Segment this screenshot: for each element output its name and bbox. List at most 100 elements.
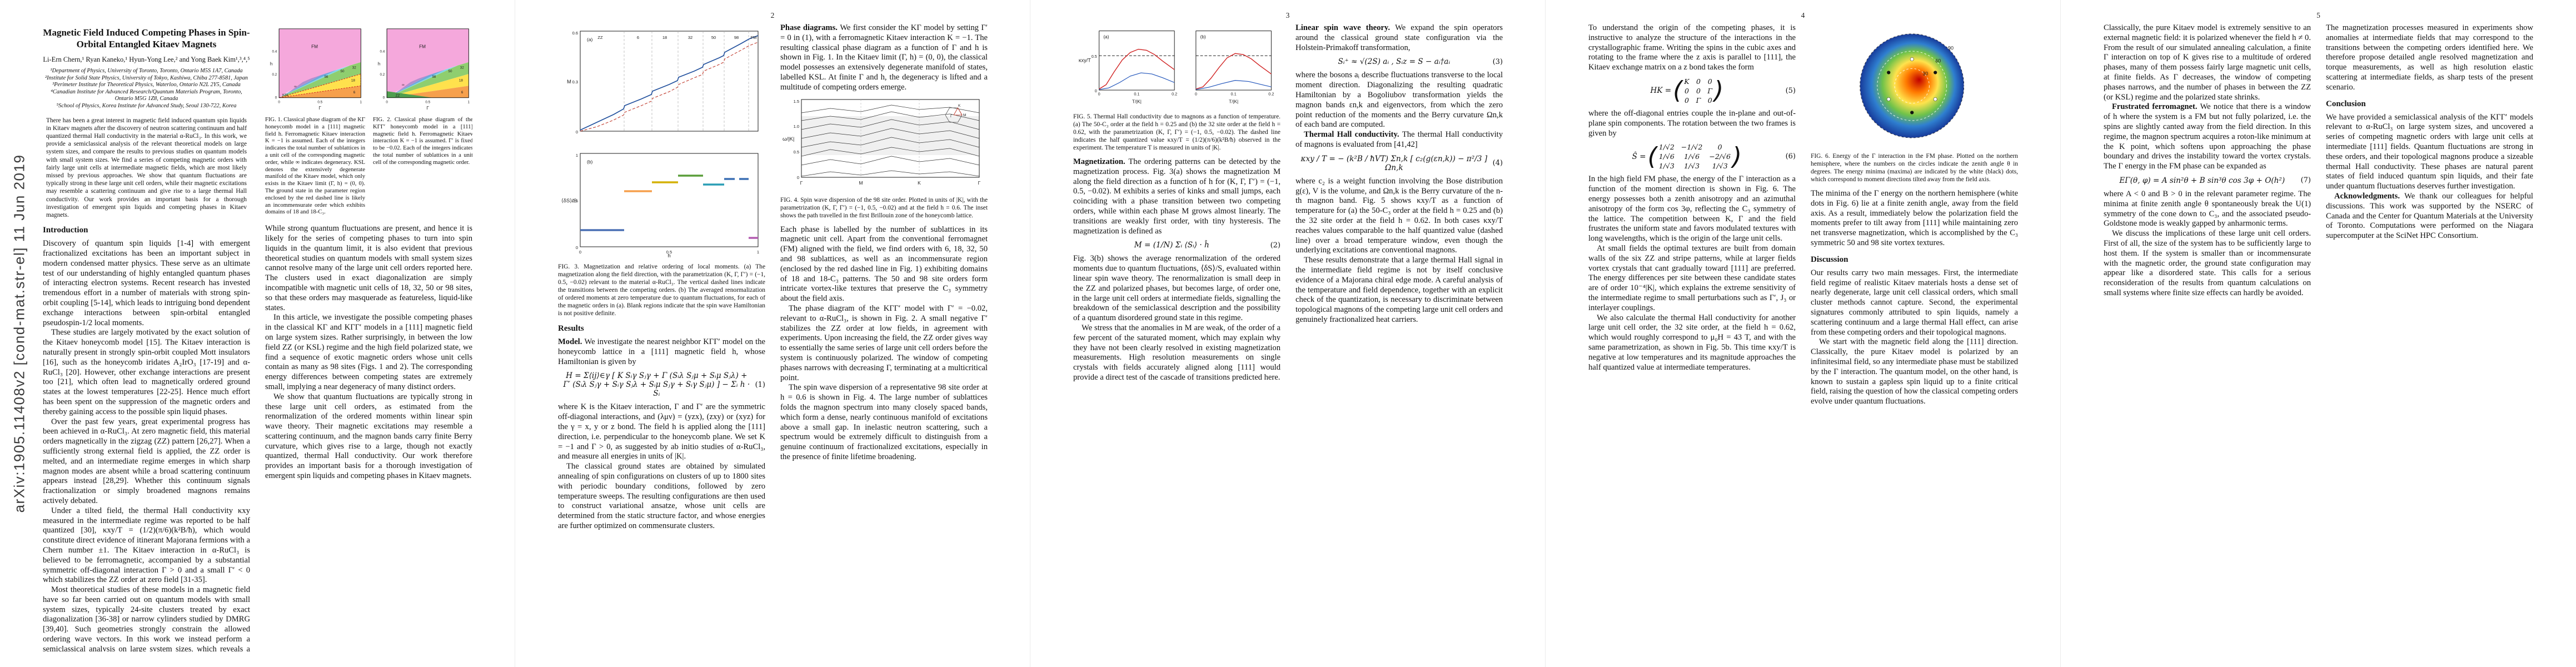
page3-left-column: (a) (b) 0 0.5 κxy/T 0 0.1 0.2 0 0.1 0.2 … <box>1073 23 1280 651</box>
page-number: 3 <box>1285 11 1290 19</box>
equation-3: Sᵢ⁺ ≈ √(2S) aᵢ , Sᵢz = S − aᵢ†aᵢ (3) <box>1296 57 1503 66</box>
page-number: 5 <box>2316 11 2320 19</box>
figure-4-image: Γ M K Γ M K Γ 0 0.5 1.0 1.5 ω/|K| <box>780 94 988 194</box>
paragraph: Classically, the pure Kitaev model is ex… <box>2104 23 2311 102</box>
ya-tick-0: 0 <box>576 130 578 135</box>
equation-number: (2) <box>1270 241 1280 250</box>
y-tick-05: 0.5 <box>1092 54 1097 59</box>
paragraph: Phase diagrams. We first consider the KΓ … <box>780 23 988 93</box>
y-axis-label: h <box>378 62 381 67</box>
region-label-32: 32 <box>352 66 356 69</box>
yb-tick-0: 0 <box>576 245 578 250</box>
paragraph-text: The magnetization processes measured in … <box>2326 23 2533 92</box>
page4-left-column: To understand the origin of the competin… <box>1588 23 1796 651</box>
inset-k: K <box>958 104 961 108</box>
y-tick-0: 0 <box>275 96 277 100</box>
paragraph-text: The spin wave dispersion of a representa… <box>780 383 988 461</box>
yb-tick-1: 1 <box>576 153 578 158</box>
equation-4: κxy / T = − (k²B / ħVT) Σn,k [ c₂(g(εn,k… <box>1296 155 1503 172</box>
region-label-zz: ZZ <box>396 94 400 98</box>
left-paren: ( <box>1673 76 1683 105</box>
ring-label-30: 30 <box>1922 71 1928 76</box>
paragraph-text: Discovery of quantum spin liquids [1-4] … <box>43 239 250 327</box>
page1-right-column: FM ∞ 98 50 32 18 6 KSL 0 0.5 1 0 <box>265 23 472 651</box>
page4-right-column: 30 60 90 FIG. 6. Energy of the Γ interac… <box>1811 23 2018 651</box>
page2-left-column: (a) ZZ 6 18 32 50 98 FM 0 0.3 0.6 M <box>558 23 765 651</box>
figure-2-image: FM ZZ ∞ 98 50 32 18 6 0 0.5 1 0 <box>373 24 472 115</box>
page-2: 2 (a) ZZ 6 18 32 50 <box>515 0 1030 667</box>
matrix-cell: 1/√2 <box>1658 143 1675 152</box>
equation-body: κxy / T = − (k²B / ħVT) Σn,k [ c₂(g(εn,k… <box>1301 154 1488 172</box>
phase-18: 18 <box>662 35 667 40</box>
paragraph: where the bosons aᵢ describe fluctuation… <box>1296 71 1503 130</box>
y-tick-1: 1.0 <box>794 124 799 129</box>
paragraph-text: We expand the spin operators around the … <box>1296 23 1503 52</box>
page2-right-column: Phase diagrams. We first consider the KΓ … <box>780 23 988 651</box>
region-label-50: 50 <box>448 69 452 73</box>
ya-axis-label: M <box>567 79 571 85</box>
page5-left-column: Classically, the pure Kitaev model is ex… <box>2104 23 2311 651</box>
region-label-fm: FM <box>311 44 318 49</box>
magnetization-plot: (a) ZZ 6 18 32 50 98 FM 0 0.3 0.6 M <box>561 31 759 259</box>
page-3: 3 (a) (b) 0 0.5 κxy/T 0 <box>1030 0 1546 667</box>
y-tick-0: 0 <box>1095 88 1097 93</box>
figure-2: FM ZZ ∞ 98 50 32 18 6 0 0.5 1 0 <box>373 23 472 222</box>
region-label-6: 6 <box>461 91 464 94</box>
paragraph: The classical ground states are obtained… <box>558 462 765 531</box>
page-number: 4 <box>1801 11 1805 19</box>
x-tick-0: 0 <box>278 100 280 104</box>
paragraph-text: In this article, we investigate the poss… <box>265 313 472 391</box>
paragraph-text: We have provided a semiclassical analysi… <box>2326 112 2533 191</box>
equation-body: M = (1/N) Σᵢ ⟨Sᵢ⟩ · ĥ <box>1134 241 1209 250</box>
matrix-cell: −1/√2 <box>1681 143 1703 152</box>
equation-number: (1) <box>755 380 765 389</box>
paragraph-text: where K is the Kitaev interaction, Γ and… <box>558 402 765 461</box>
y-axis-label: h <box>270 62 273 67</box>
y-tick-0: 0 <box>797 175 799 180</box>
matrix-lhs: Ŝ = <box>1632 152 1646 161</box>
paragraph: We show that quantum fluctuations are ty… <box>265 392 472 481</box>
phase-6: 6 <box>637 35 639 40</box>
figure-4-caption: FIG. 4. Spin wave dispersion of the 98 s… <box>780 196 988 219</box>
paragraph-text: We start with the magnetic field along t… <box>1811 337 2018 406</box>
paragraph-text: Fig. 3(b) shows the average renormalizat… <box>1073 254 1280 323</box>
panel-a-label: (a) <box>587 37 593 42</box>
page5-right-column: The magnetization processes measured in … <box>2326 23 2533 651</box>
x-k: K <box>918 180 921 186</box>
paragraph: We discuss the implications of these lar… <box>2104 229 2311 298</box>
xa-axis-label: T/|K| <box>1132 99 1142 104</box>
panel-b-label: (b) <box>587 159 593 165</box>
matrix-cell: Γ <box>1696 96 1701 104</box>
figure-2-caption: FIG. 2. Classical phase diagram of the K… <box>373 117 472 166</box>
paragraph-text: where the bosons aᵢ describe fluctuation… <box>1296 71 1503 130</box>
paragraph: where K is the Kitaev interaction, Γ and… <box>558 402 765 462</box>
region-label-6: 6 <box>353 91 356 94</box>
region-label-inf: ∞ <box>294 84 297 88</box>
paragraph: We stress that the anomalies in M are we… <box>1073 323 1280 383</box>
ring-label-60: 60 <box>1935 58 1941 64</box>
x-gamma-1: Γ <box>800 180 803 186</box>
equation-body: Sᵢ⁺ ≈ √(2S) aᵢ , Sᵢz = S − aᵢ†aᵢ <box>1338 57 1451 67</box>
matrix-cell: 1/√3 <box>1712 162 1728 171</box>
xb-axis-label: T/|K| <box>1229 99 1238 104</box>
paragraph: These results demonstrate that a large t… <box>1296 256 1503 325</box>
region-label-18: 18 <box>459 79 463 83</box>
paragraph: While strong quantum fluctuations are pr… <box>265 224 472 313</box>
paragraph: In this article, we investigate the poss… <box>265 313 472 392</box>
region-label-32: 32 <box>460 66 464 69</box>
paragraph: Fig. 3(b) shows the average renormalizat… <box>1073 254 1280 323</box>
matrix-cell: 0 <box>1684 96 1689 104</box>
paragraph: where c₂ is a weight function involving … <box>1296 177 1503 256</box>
xa-tick-0: 0 <box>1098 92 1100 97</box>
paragraph-text: We show that quantum fluctuations are ty… <box>265 392 472 481</box>
panel-b-label: (b) <box>1200 34 1206 39</box>
paragraph-text: We discuss the implications of these lar… <box>2104 229 2311 297</box>
paragraph: Thermal Hall conductivity. The thermal Ha… <box>1296 130 1503 150</box>
paragraph-text: Classically, the pure Kitaev model is ex… <box>2104 23 2311 102</box>
region-label-fm: FM <box>419 44 426 49</box>
thermal-hall-plot: (a) (b) 0 0.5 κxy/T 0 0.1 0.2 0 0.1 0.2 … <box>1079 31 1274 104</box>
run-in-heading-acknowledgments: Acknowledgments. <box>2334 191 2400 201</box>
section-heading-conclusion: Conclusion <box>2326 99 2366 108</box>
phase-diagram-kgg: FM ZZ ∞ 98 50 32 18 6 0 0.5 1 0 <box>378 28 470 111</box>
page-4: 4 To understand the origin of the compet… <box>1546 0 2061 667</box>
